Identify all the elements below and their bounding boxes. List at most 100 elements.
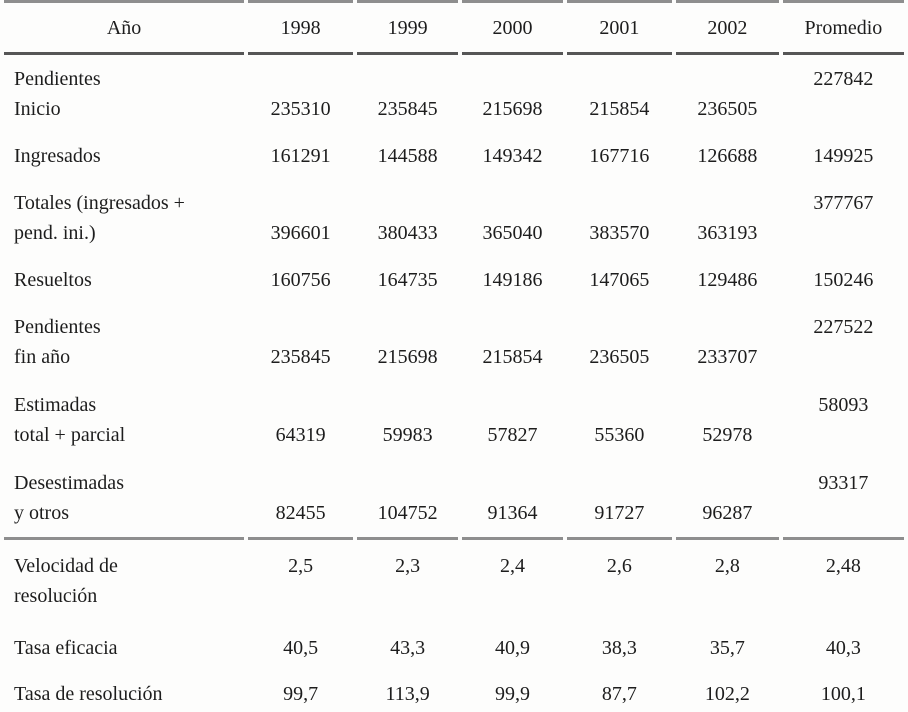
cell-value: 99,9 xyxy=(462,671,563,712)
cell-value: 91364 xyxy=(487,502,538,524)
cell-promedio: 227522 xyxy=(813,316,874,338)
cell-value: 215854 xyxy=(589,98,650,120)
cell-value: 102,2 xyxy=(676,671,779,712)
cell-value: 215698 xyxy=(377,346,438,368)
row-label: Pendientes Inicio xyxy=(4,55,244,133)
column-header-2000: 2000 xyxy=(462,0,563,55)
column-header-2001: 2001 xyxy=(566,0,672,55)
cell-value: 59983 xyxy=(382,424,433,446)
table-row-tasa-resolucion: Tasa de resolución 99,7 113,9 99,9 87,7 … xyxy=(4,671,904,712)
table-row-resueltos: Resueltos 160756 164735 149186 147065 12… xyxy=(4,257,904,303)
cell-value: 365040 xyxy=(482,222,543,244)
cell-promedio: 93317 xyxy=(818,472,869,494)
cell-value: 167716 xyxy=(589,145,650,167)
row-label-line: Ingresados xyxy=(14,145,101,167)
row-label-line: resolución xyxy=(14,585,98,607)
cell-value: 396601 xyxy=(270,222,331,244)
row-label-line: fin año xyxy=(14,346,71,368)
cell-value: 235845 xyxy=(270,346,331,368)
row-label: Ingresados xyxy=(4,133,244,179)
cell-value: 149186 xyxy=(482,269,543,291)
row-label-line: Desestimadas xyxy=(14,472,124,494)
cell-value: 383570 xyxy=(589,222,650,244)
cell-promedio: 227842 xyxy=(813,68,874,90)
row-label-line: total + parcial xyxy=(14,424,126,446)
cell-value: 2,3 xyxy=(357,537,459,625)
cell-value: 126688 xyxy=(697,145,758,167)
cell-promedio: 149925 xyxy=(813,145,874,167)
cell-value: 82455 xyxy=(275,502,326,524)
cell-value: 104752 xyxy=(377,502,438,524)
row-label: Pendientes fin año xyxy=(4,303,244,381)
table-row-pendientes-inicio: Pendientes Inicio 235310 235845 215698 2… xyxy=(4,55,904,133)
row-label-line: Velocidad de xyxy=(14,555,118,577)
cell-value: 144588 xyxy=(377,145,438,167)
cell-value: 164735 xyxy=(377,269,438,291)
column-header-ano: Año xyxy=(4,0,245,55)
row-label: Resueltos xyxy=(4,257,244,303)
column-header-1998: 1998 xyxy=(248,0,354,55)
row-label: Totales (ingresados + pend. ini.) xyxy=(4,179,244,257)
cell-value: 55360 xyxy=(594,424,645,446)
table-row-tasa-eficacia: Tasa eficacia 40,5 43,3 40,9 38,3 35,7 4… xyxy=(4,625,904,671)
cell-value: 96287 xyxy=(702,502,753,524)
cell-value: 113,9 xyxy=(357,671,458,712)
cell-value: 40,5 xyxy=(283,637,319,659)
row-label-line: y otros xyxy=(14,502,69,524)
cell-value: 2,5 xyxy=(248,537,354,625)
cell-promedio: 377767 xyxy=(813,192,874,214)
cell-value: 215698 xyxy=(482,98,543,120)
table-row-totales: Totales (ingresados + pend. ini.) 396601… xyxy=(4,179,904,257)
cell-value: 64319 xyxy=(275,424,326,446)
row-label: Tasa eficacia xyxy=(4,625,244,671)
cell-value: 380433 xyxy=(377,222,438,244)
cell-value: 87,7 xyxy=(567,671,672,712)
table-row-pendientes-fin: Pendientes fin año 235845 215698 215854 … xyxy=(4,303,904,381)
cell-promedio: 40,3 xyxy=(825,637,861,659)
cell-promedio: 58093 xyxy=(818,394,869,416)
cell-value: 2,4 xyxy=(462,537,563,625)
cell-value: 52978 xyxy=(702,424,753,446)
row-label-line: Tasa de resolución xyxy=(14,683,163,705)
row-label-line: Totales (ingresados + xyxy=(14,192,185,214)
column-header-1999: 1999 xyxy=(357,0,459,55)
row-label: Velocidad de resolución xyxy=(4,537,245,625)
cell-value: 236505 xyxy=(589,346,650,368)
row-label: Desestimadas y otros xyxy=(4,459,244,537)
cell-promedio: 150246 xyxy=(813,269,874,291)
cell-value: 147065 xyxy=(589,269,650,291)
row-label-line: Resueltos xyxy=(14,269,92,291)
row-label: Tasa de resolución xyxy=(4,671,244,712)
row-label-line: Pendientes xyxy=(14,68,101,90)
cell-value: 129486 xyxy=(697,269,758,291)
row-label-line: Inicio xyxy=(14,98,61,120)
cell-value: 2,8 xyxy=(675,537,779,625)
table-header: Año 1998 1999 2000 2001 2002 Promedio xyxy=(4,0,904,55)
cell-value: 57827 xyxy=(487,424,538,446)
column-header-promedio: Promedio xyxy=(782,0,904,55)
cell-value: 161291 xyxy=(270,145,331,167)
cell-value: 235845 xyxy=(377,98,438,120)
row-label-line: Pendientes xyxy=(14,316,101,338)
cell-value: 40,9 xyxy=(495,637,530,659)
cell-promedio: 2,48 xyxy=(782,537,904,625)
cell-value: 160756 xyxy=(270,269,331,291)
row-label-line: pend. ini.) xyxy=(14,222,96,244)
cell-value: 43,3 xyxy=(390,637,426,659)
table-row-estimadas: Estimadas total + parcial 64319 59983 57… xyxy=(4,381,904,459)
cell-value: 235310 xyxy=(270,98,331,120)
cell-value: 236505 xyxy=(697,98,758,120)
cell-value: 233707 xyxy=(697,346,758,368)
cell-value: 2,6 xyxy=(566,537,672,625)
cell-value: 215854 xyxy=(482,346,543,368)
table-row-ingresados: Ingresados 161291 144588 149342 167716 1… xyxy=(4,133,904,179)
column-header-2002: 2002 xyxy=(675,0,779,55)
cell-promedio: 100,1 xyxy=(783,671,904,712)
cell-value: 149342 xyxy=(482,145,543,167)
cell-value: 38,3 xyxy=(601,637,637,659)
row-label-line: Tasa eficacia xyxy=(14,637,118,659)
header-row: Año 1998 1999 2000 2001 2002 Promedio xyxy=(4,0,904,55)
cell-value: 35,7 xyxy=(709,637,745,659)
